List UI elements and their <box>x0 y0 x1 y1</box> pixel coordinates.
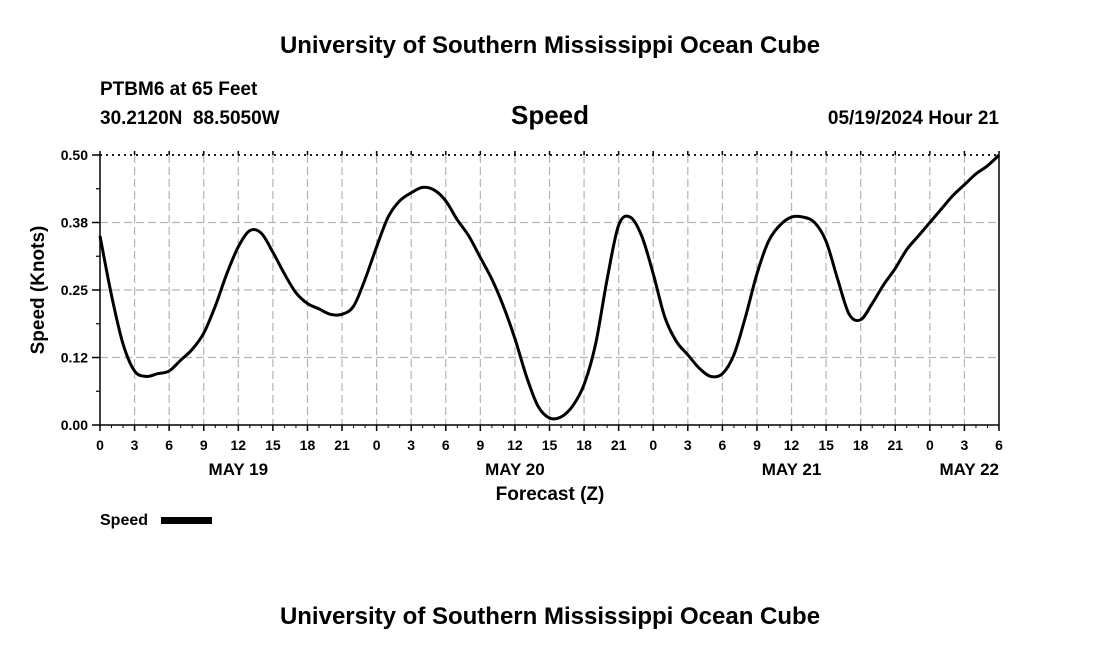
day-label: MAY 21 <box>762 460 822 479</box>
speed-series-line <box>98 153 1001 421</box>
y-axis-label: Speed (Knots) <box>28 226 49 355</box>
y-tick-label: 0.12 <box>61 350 88 366</box>
y-tick-label: 0.00 <box>61 417 88 433</box>
legend-swatch <box>161 517 212 524</box>
x-tick-label: 0 <box>373 437 381 453</box>
x-tick-label: 3 <box>684 437 692 453</box>
x-tick-label: 12 <box>507 437 523 453</box>
legend-label: Speed <box>100 512 148 529</box>
x-tick-label: 15 <box>265 437 281 453</box>
x-tick-label: 9 <box>476 437 484 453</box>
x-tick-label: 0 <box>96 437 104 453</box>
x-tick-label: 12 <box>784 437 800 453</box>
datetime-label: 05/19/2024 Hour 21 <box>828 108 1000 129</box>
x-tick-label: 6 <box>995 437 1003 453</box>
chart-title: University of Southern Mississippi Ocean… <box>280 32 820 59</box>
x-axis-label: Forecast (Z) <box>496 484 605 505</box>
variable-label: Speed <box>511 100 589 130</box>
x-tick-label: 6 <box>442 437 450 453</box>
x-tick-label: 0 <box>926 437 934 453</box>
x-tick-label: 15 <box>542 437 558 453</box>
day-label: MAY 19 <box>209 460 269 479</box>
x-tick-label: 0 <box>649 437 657 453</box>
legend: Speed <box>100 512 212 529</box>
x-tick-label: 18 <box>853 437 869 453</box>
x-tick-label: 6 <box>718 437 726 453</box>
tick-labels: 0.00 0.12 0.25 0.38 0.50 0 3 6 9 12 15 18 21 0 3 6 9 12 15… <box>61 147 1003 479</box>
y-tick-label: 0.25 <box>61 282 88 298</box>
day-label: MAY 20 <box>485 460 545 479</box>
x-tick-label: 21 <box>334 437 350 453</box>
y-tick-label: 0.38 <box>61 215 88 231</box>
x-tick-label: 9 <box>200 437 208 453</box>
axes <box>92 151 1000 431</box>
footer-title: University of Southern Mississippi Ocean… <box>280 603 820 630</box>
x-tick-label: 3 <box>961 437 969 453</box>
x-tick-label: 21 <box>611 437 627 453</box>
x-tick-label: 21 <box>887 437 903 453</box>
x-tick-label: 6 <box>165 437 173 453</box>
x-tick-label: 18 <box>300 437 316 453</box>
x-tick-label: 3 <box>407 437 415 453</box>
grid-lines <box>100 155 999 425</box>
series-layer <box>98 153 1001 421</box>
coordinates-label: 30.2120N 88.5050W <box>100 108 280 129</box>
x-tick-label: 12 <box>231 437 247 453</box>
x-tick-label: 9 <box>753 437 761 453</box>
day-label: MAY 22 <box>939 460 999 479</box>
x-tick-label: 3 <box>131 437 139 453</box>
x-tick-label: 15 <box>818 437 834 453</box>
station-label: PTBM6 at 65 Feet <box>100 79 258 100</box>
y-tick-label: 0.50 <box>61 147 88 163</box>
x-tick-label: 18 <box>576 437 592 453</box>
